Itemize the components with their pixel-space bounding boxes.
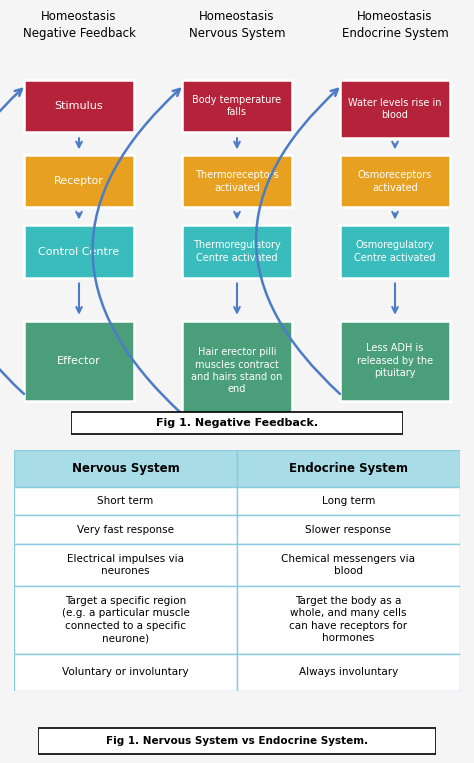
- FancyBboxPatch shape: [24, 225, 134, 278]
- FancyBboxPatch shape: [340, 80, 450, 138]
- FancyBboxPatch shape: [24, 320, 134, 401]
- Text: Thermoregulatory
Centre activated: Thermoregulatory Centre activated: [193, 240, 281, 262]
- Text: Slower response: Slower response: [305, 525, 392, 535]
- Text: Stimulus: Stimulus: [55, 101, 103, 111]
- Text: Fig 1. Negative Feedback.: Fig 1. Negative Feedback.: [156, 417, 318, 428]
- Text: Receptor: Receptor: [54, 176, 104, 186]
- Text: Short term: Short term: [98, 496, 154, 507]
- Text: Target a specific region
(e.g. a particular muscle
connected to a specific
neuro: Target a specific region (e.g. a particu…: [62, 596, 190, 643]
- FancyBboxPatch shape: [14, 487, 237, 516]
- Text: Nervous System: Nervous System: [72, 462, 180, 475]
- FancyBboxPatch shape: [182, 225, 292, 278]
- Text: Homeostasis
Negative Feedback: Homeostasis Negative Feedback: [23, 10, 136, 40]
- Text: Homeostasis
Endocrine System: Homeostasis Endocrine System: [342, 10, 448, 40]
- FancyBboxPatch shape: [237, 654, 460, 691]
- FancyBboxPatch shape: [38, 728, 436, 754]
- FancyBboxPatch shape: [182, 80, 292, 132]
- FancyBboxPatch shape: [340, 225, 450, 278]
- FancyBboxPatch shape: [24, 80, 134, 132]
- FancyBboxPatch shape: [14, 654, 237, 691]
- FancyBboxPatch shape: [340, 320, 450, 401]
- Text: Always involuntary: Always involuntary: [299, 667, 398, 677]
- FancyBboxPatch shape: [14, 586, 237, 654]
- Text: Very fast response: Very fast response: [77, 525, 174, 535]
- Text: Hair erector pilli
muscles contract
and hairs stand on
end: Hair erector pilli muscles contract and …: [191, 347, 283, 394]
- FancyBboxPatch shape: [14, 544, 237, 586]
- FancyBboxPatch shape: [237, 516, 460, 544]
- FancyBboxPatch shape: [14, 516, 237, 544]
- FancyBboxPatch shape: [14, 450, 237, 487]
- FancyBboxPatch shape: [24, 156, 134, 208]
- Text: Chemical messengers via
blood: Chemical messengers via blood: [282, 554, 415, 576]
- FancyBboxPatch shape: [182, 156, 292, 208]
- FancyBboxPatch shape: [182, 320, 292, 421]
- FancyBboxPatch shape: [237, 544, 460, 586]
- Text: Control Centre: Control Centre: [38, 246, 119, 256]
- FancyBboxPatch shape: [340, 156, 450, 208]
- Text: Homeostasis
Nervous System: Homeostasis Nervous System: [189, 10, 285, 40]
- Text: Less ADH is
released by the
pituitary: Less ADH is released by the pituitary: [357, 343, 433, 378]
- FancyBboxPatch shape: [71, 412, 403, 433]
- Text: Osmoreceptors
activated: Osmoreceptors activated: [358, 170, 432, 192]
- Text: Osmoregulatory
Centre activated: Osmoregulatory Centre activated: [354, 240, 436, 262]
- Text: Electrical impulses via
neurones: Electrical impulses via neurones: [67, 554, 184, 576]
- Text: Endocrine System: Endocrine System: [289, 462, 408, 475]
- Text: Effector: Effector: [57, 356, 101, 365]
- Text: Fig 1. Nervous System vs Endocrine System.: Fig 1. Nervous System vs Endocrine Syste…: [106, 736, 368, 746]
- Text: Thermoreceptors
activated: Thermoreceptors activated: [195, 170, 279, 192]
- FancyBboxPatch shape: [237, 586, 460, 654]
- Text: Target the body as a
whole, and many cells
can have receptors for
hormones: Target the body as a whole, and many cel…: [289, 596, 408, 643]
- Text: Body temperature
falls: Body temperature falls: [192, 95, 282, 118]
- Text: Water levels rise in
blood: Water levels rise in blood: [348, 98, 442, 121]
- FancyBboxPatch shape: [237, 487, 460, 516]
- Text: Long term: Long term: [322, 496, 375, 507]
- Text: Voluntary or involuntary: Voluntary or involuntary: [62, 667, 189, 677]
- FancyBboxPatch shape: [237, 450, 460, 487]
